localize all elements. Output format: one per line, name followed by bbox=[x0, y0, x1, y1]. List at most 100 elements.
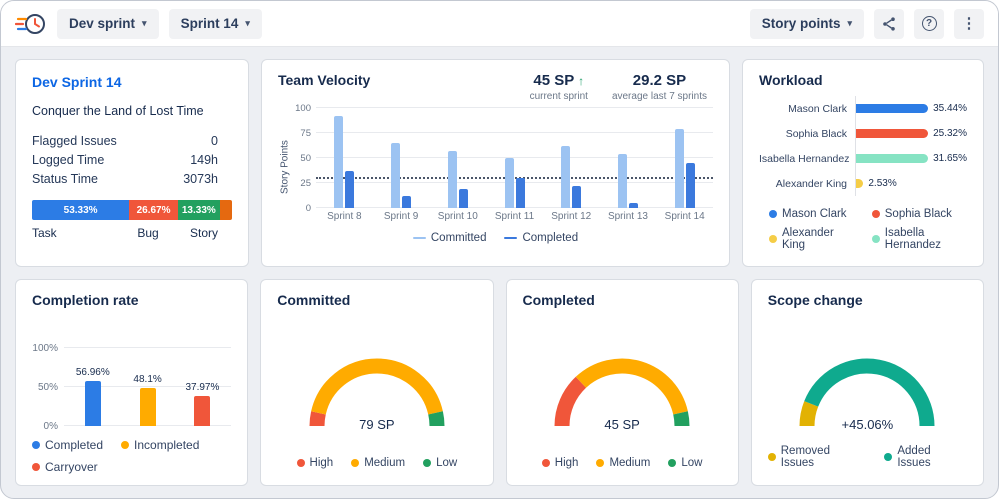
y-axis-label: Story Points bbox=[279, 140, 291, 194]
sprint-dropdown[interactable]: Sprint 14 ▾ bbox=[168, 8, 262, 39]
legend-item-sophia-black[interactable]: Sophia Black bbox=[871, 208, 967, 220]
legend-item-medium[interactable]: Medium bbox=[351, 457, 405, 469]
velocity-xlabel: Sprint 9 bbox=[383, 211, 419, 222]
average-sprint-stat: 29.2 SP average last 7 sprints bbox=[612, 72, 707, 102]
legend-dot-marker bbox=[769, 235, 777, 243]
legend-label: High bbox=[309, 457, 334, 469]
legend-item-completed[interactable]: Completed bbox=[504, 232, 578, 244]
card-title: Team Velocity bbox=[278, 72, 371, 88]
workload-track: 25.32% bbox=[855, 121, 967, 146]
card-title: Scope change bbox=[767, 291, 863, 308]
help-button[interactable]: ? bbox=[914, 8, 944, 39]
legend-item-low[interactable]: Low bbox=[423, 457, 457, 469]
stat-row-flagged-issues: Flagged Issues 0 bbox=[32, 134, 232, 148]
velocity-bar-committed bbox=[334, 116, 344, 208]
stat-label: Logged Time bbox=[32, 153, 105, 167]
completion-ytick: 50% bbox=[37, 381, 58, 393]
velocity-bar-committed bbox=[561, 146, 571, 208]
legend-item-medium[interactable]: Medium bbox=[596, 457, 650, 469]
legend-item-completed[interactable]: Completed bbox=[32, 438, 103, 452]
velocity-bars bbox=[561, 146, 582, 208]
velocity-gridline bbox=[316, 132, 713, 133]
legend-label: Low bbox=[681, 457, 703, 469]
top-row: Dev Sprint 14 Conquer the Land of Lost T… bbox=[15, 59, 984, 267]
workload-bar bbox=[856, 104, 929, 113]
velocity-group-sprint-14: Sprint 14 bbox=[656, 108, 713, 226]
velocity-bar-committed bbox=[504, 158, 514, 208]
legend-label: Medium bbox=[609, 457, 651, 469]
velocity-bar-completed bbox=[572, 186, 582, 208]
velocity-group-sprint-9: Sprint 9 bbox=[373, 108, 430, 226]
legend-dot-marker bbox=[769, 210, 777, 218]
legend-item-incompleted[interactable]: Incompleted bbox=[121, 438, 199, 452]
legend-label: Completed bbox=[522, 232, 579, 244]
completion-plot-area: 56.96% 48.1% 37.97% bbox=[64, 326, 232, 426]
legend-dot-marker bbox=[32, 462, 40, 471]
velocity-ytick: 0 bbox=[305, 203, 311, 214]
workload-legend: Mason Clark Sophia Black Alexander King Isa… bbox=[759, 208, 967, 251]
metric-dropdown[interactable]: Story points ▾ bbox=[749, 8, 864, 39]
velocity-ytick: 25 bbox=[300, 178, 311, 189]
stat-caption: average last 7 sprints bbox=[611, 91, 707, 102]
legend-label: Completed bbox=[45, 437, 104, 452]
legend-item-isabella-hernandez[interactable]: Isabella Hernandez bbox=[871, 227, 967, 251]
workload-row: Mason Clark 35.44% bbox=[759, 96, 967, 121]
legend-item-high[interactable]: High bbox=[296, 457, 334, 469]
legend-item-added-issues[interactable]: Added Issues bbox=[884, 445, 967, 469]
legend-item-carryover[interactable]: Carryover bbox=[32, 460, 98, 474]
legend-item-alexander-king[interactable]: Alexander King bbox=[769, 227, 860, 251]
legend-item-committed[interactable]: Committed bbox=[412, 232, 486, 244]
velocity-bars bbox=[391, 143, 412, 208]
legend-item-mason-clark[interactable]: Mason Clark bbox=[769, 208, 860, 220]
share-button[interactable] bbox=[874, 8, 904, 39]
stat-number: 45 SP bbox=[533, 72, 574, 89]
board-dropdown[interactable]: Dev sprint ▾ bbox=[57, 8, 159, 39]
distribution-segment-story: 13.33% bbox=[177, 200, 220, 220]
completed-gauge-card: Completed 45 SP High Medium Low bbox=[505, 278, 739, 486]
completion-rate-chart: 0% 50% 100% 56.96% 48.1% 37.97% bbox=[32, 326, 232, 432]
legend-item-high[interactable]: High bbox=[541, 457, 579, 469]
velocity-groups: Sprint 8 Sprint 9 Sprint 10 Sprint 11 Sprint… bbox=[316, 108, 713, 226]
gauge-value: +45.06% bbox=[841, 416, 894, 432]
chevron-down-icon: ▾ bbox=[142, 18, 147, 28]
legend-dot-marker bbox=[351, 459, 360, 467]
stat-label: Flagged Issues bbox=[32, 134, 117, 148]
workload-bar bbox=[856, 129, 929, 138]
completion-bar bbox=[194, 395, 211, 426]
legend-label: High bbox=[554, 457, 579, 469]
legend-dot-marker bbox=[121, 440, 130, 449]
gauge-segment-low bbox=[428, 410, 445, 426]
gauge-segment-added-issues bbox=[804, 358, 935, 426]
completion-gridline bbox=[64, 346, 232, 348]
issue-type-labels: Task Bug Story bbox=[32, 226, 232, 240]
velocity-xlabel: Sprint 14 bbox=[664, 211, 705, 222]
velocity-bar-committed bbox=[391, 143, 401, 208]
legend-item-low[interactable]: Low bbox=[668, 457, 702, 469]
workload-name: Sophia Black bbox=[785, 127, 847, 140]
completion-legend: Completed Incompleted Carryover bbox=[32, 438, 231, 474]
velocity-bar-completed bbox=[402, 196, 412, 208]
bottom-row: Completion rate 0% 50% 100% 56.96% 48.1% 37.… bbox=[15, 278, 984, 486]
velocity-bars bbox=[447, 151, 468, 208]
card-title: Completion rate bbox=[32, 291, 139, 308]
gauge-segment-medium bbox=[311, 358, 443, 415]
workload-card: Workload Mason Clark 35.44% Sophia Black 25… bbox=[742, 59, 984, 267]
workload-track: 2.53% bbox=[855, 171, 967, 196]
completion-value-label: 56.96% bbox=[75, 367, 110, 379]
velocity-average-line bbox=[316, 176, 713, 179]
velocity-bar-completed bbox=[628, 203, 638, 208]
y-axis-ticks: 0 25 50 75 100 bbox=[292, 103, 316, 226]
stat-caption: current sprint bbox=[529, 91, 588, 102]
gauge-segment-low bbox=[673, 410, 690, 426]
board-dropdown-label: Dev sprint bbox=[69, 16, 136, 31]
velocity-xlabel: Sprint 8 bbox=[327, 211, 362, 222]
completion-group-incompleted: 48.1% bbox=[133, 374, 162, 426]
velocity-chart: Story Points 0 25 50 75 100 Sprint 8 Sprint 9… bbox=[278, 103, 713, 226]
velocity-stats: 45 SP ↑ current sprint 29.2 SP average l… bbox=[530, 72, 713, 102]
velocity-legend: Committed Completed bbox=[278, 232, 713, 244]
more-menu-button[interactable]: ⋮ bbox=[954, 8, 984, 39]
workload-row: Isabella Hernandez 31.65% bbox=[759, 146, 967, 171]
scope-change-gauge: +45.06% bbox=[782, 334, 952, 434]
legend-item-removed-issues[interactable]: Removed Issues bbox=[767, 445, 867, 469]
legend-label: Sophia Black bbox=[884, 208, 952, 220]
